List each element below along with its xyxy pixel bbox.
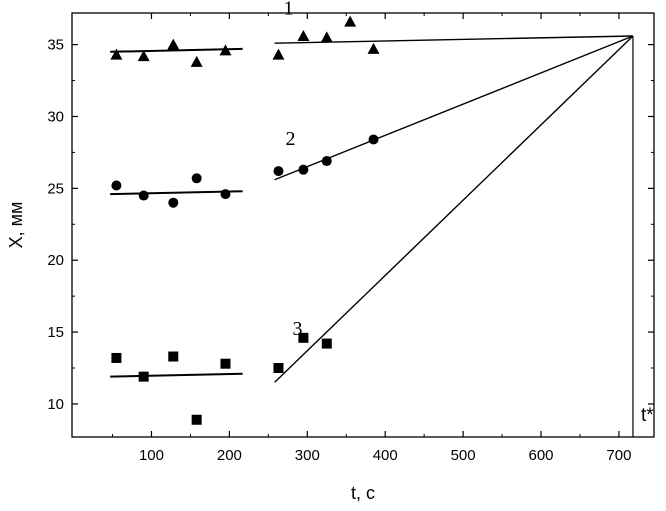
axis-ticks: 100 200 300 400 500 600 700 10 15 20 25 30 35: [47, 13, 654, 464]
triangle-marker: [167, 38, 180, 50]
fit-lines: [110, 35, 634, 383]
triangle-marker: [297, 29, 310, 41]
x-tick-label: 400: [373, 447, 398, 464]
square-marker: [273, 363, 284, 374]
triangle-marker: [219, 44, 232, 56]
circle-marker: [321, 156, 332, 167]
fit-line-series-1: [110, 47, 243, 53]
square-marker: [138, 371, 149, 382]
series-label-3: 3: [292, 318, 302, 340]
series-labels: 1 2 3: [283, 0, 302, 340]
circle-marker: [298, 164, 309, 175]
data-markers: [110, 15, 380, 425]
triangle-marker: [190, 55, 203, 67]
y-axis-title: X, мм: [6, 202, 26, 249]
square-marker: [191, 414, 202, 425]
circle-marker: [111, 180, 122, 191]
plot-frame: [71, 12, 655, 438]
triangle-marker: [137, 50, 150, 62]
triangle-marker: [367, 42, 380, 54]
x-tick-label: 600: [529, 447, 554, 464]
fit-line-series-3: [274, 35, 634, 383]
square-marker: [321, 338, 332, 349]
circle-marker: [191, 173, 202, 184]
triangle-marker: [344, 15, 357, 27]
y-tick-label: 25: [47, 180, 64, 197]
circle-marker: [138, 190, 149, 201]
t-star-label: t*: [641, 405, 654, 426]
fit-line-series-1: [274, 35, 633, 44]
x-axis-title: t, с: [351, 483, 375, 503]
circle-marker: [220, 189, 231, 200]
x-tick-label: 700: [606, 447, 631, 464]
x-tick-label: 500: [451, 447, 476, 464]
x-tick-label: 100: [139, 447, 164, 464]
fit-line-series-2: [110, 190, 243, 196]
y-tick-label: 10: [47, 396, 64, 413]
x-tick-label: 200: [217, 447, 242, 464]
series-label-2: 2: [285, 128, 295, 150]
square-marker: [168, 351, 179, 362]
y-tick-label: 35: [47, 37, 64, 54]
series-label-1: 1: [283, 0, 293, 19]
fit-line-series-2: [274, 35, 634, 181]
y-tick-label: 30: [47, 108, 64, 125]
square-marker: [111, 352, 122, 363]
x-tick-label: 300: [295, 447, 320, 464]
triangle-marker: [272, 48, 285, 60]
circle-marker: [273, 166, 284, 177]
y-tick-label: 20: [47, 252, 64, 269]
square-marker: [298, 332, 309, 343]
triangle-marker: [320, 31, 333, 43]
square-marker: [220, 358, 231, 369]
y-tick-label: 15: [47, 324, 64, 341]
circle-marker: [168, 197, 179, 208]
triangle-marker: [110, 48, 123, 60]
circle-marker: [368, 134, 379, 145]
fit-line-series-3: [110, 372, 243, 378]
